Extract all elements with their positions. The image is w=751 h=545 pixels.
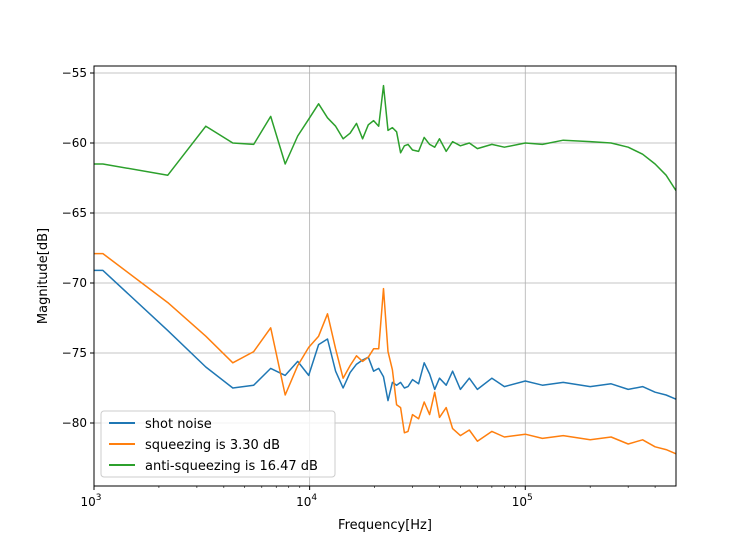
y-tick-label: −60 bbox=[62, 136, 87, 150]
series-group bbox=[94, 84, 676, 455]
y-axis-label: Magnitude[dB] bbox=[36, 228, 51, 324]
y-tick-label: −75 bbox=[62, 346, 87, 360]
legend-label-anti-squeezing: anti-squeezing is 16.47 dB bbox=[145, 459, 318, 474]
x-axis-label: Frequency[Hz] bbox=[338, 518, 432, 533]
legend-label-squeezing: squeezing is 3.30 dB bbox=[145, 438, 280, 453]
x-tick-exponent: 4 bbox=[311, 493, 317, 503]
x-tick-label: 105 bbox=[512, 493, 533, 509]
series-line-anti-squeezing bbox=[94, 84, 676, 192]
x-tick-label: 104 bbox=[296, 493, 317, 509]
series-line-squeezing bbox=[94, 252, 676, 455]
ticks bbox=[90, 72, 656, 490]
plot-frame bbox=[93, 65, 677, 487]
x-tick-exponent: 3 bbox=[96, 493, 102, 503]
x-tick-exponent: 5 bbox=[527, 493, 533, 503]
legend-box bbox=[100, 410, 336, 478]
y-tick-label: −55 bbox=[62, 66, 87, 80]
y-tick-label: −65 bbox=[62, 206, 87, 220]
y-tick-label: −80 bbox=[62, 416, 87, 430]
legend: shot noise squeezing is 3.30 dB anti-squ… bbox=[100, 410, 336, 478]
legend-label-shot-noise: shot noise bbox=[145, 417, 212, 432]
y-tick-label: −70 bbox=[62, 276, 87, 290]
x-tick-label: 103 bbox=[80, 493, 101, 509]
